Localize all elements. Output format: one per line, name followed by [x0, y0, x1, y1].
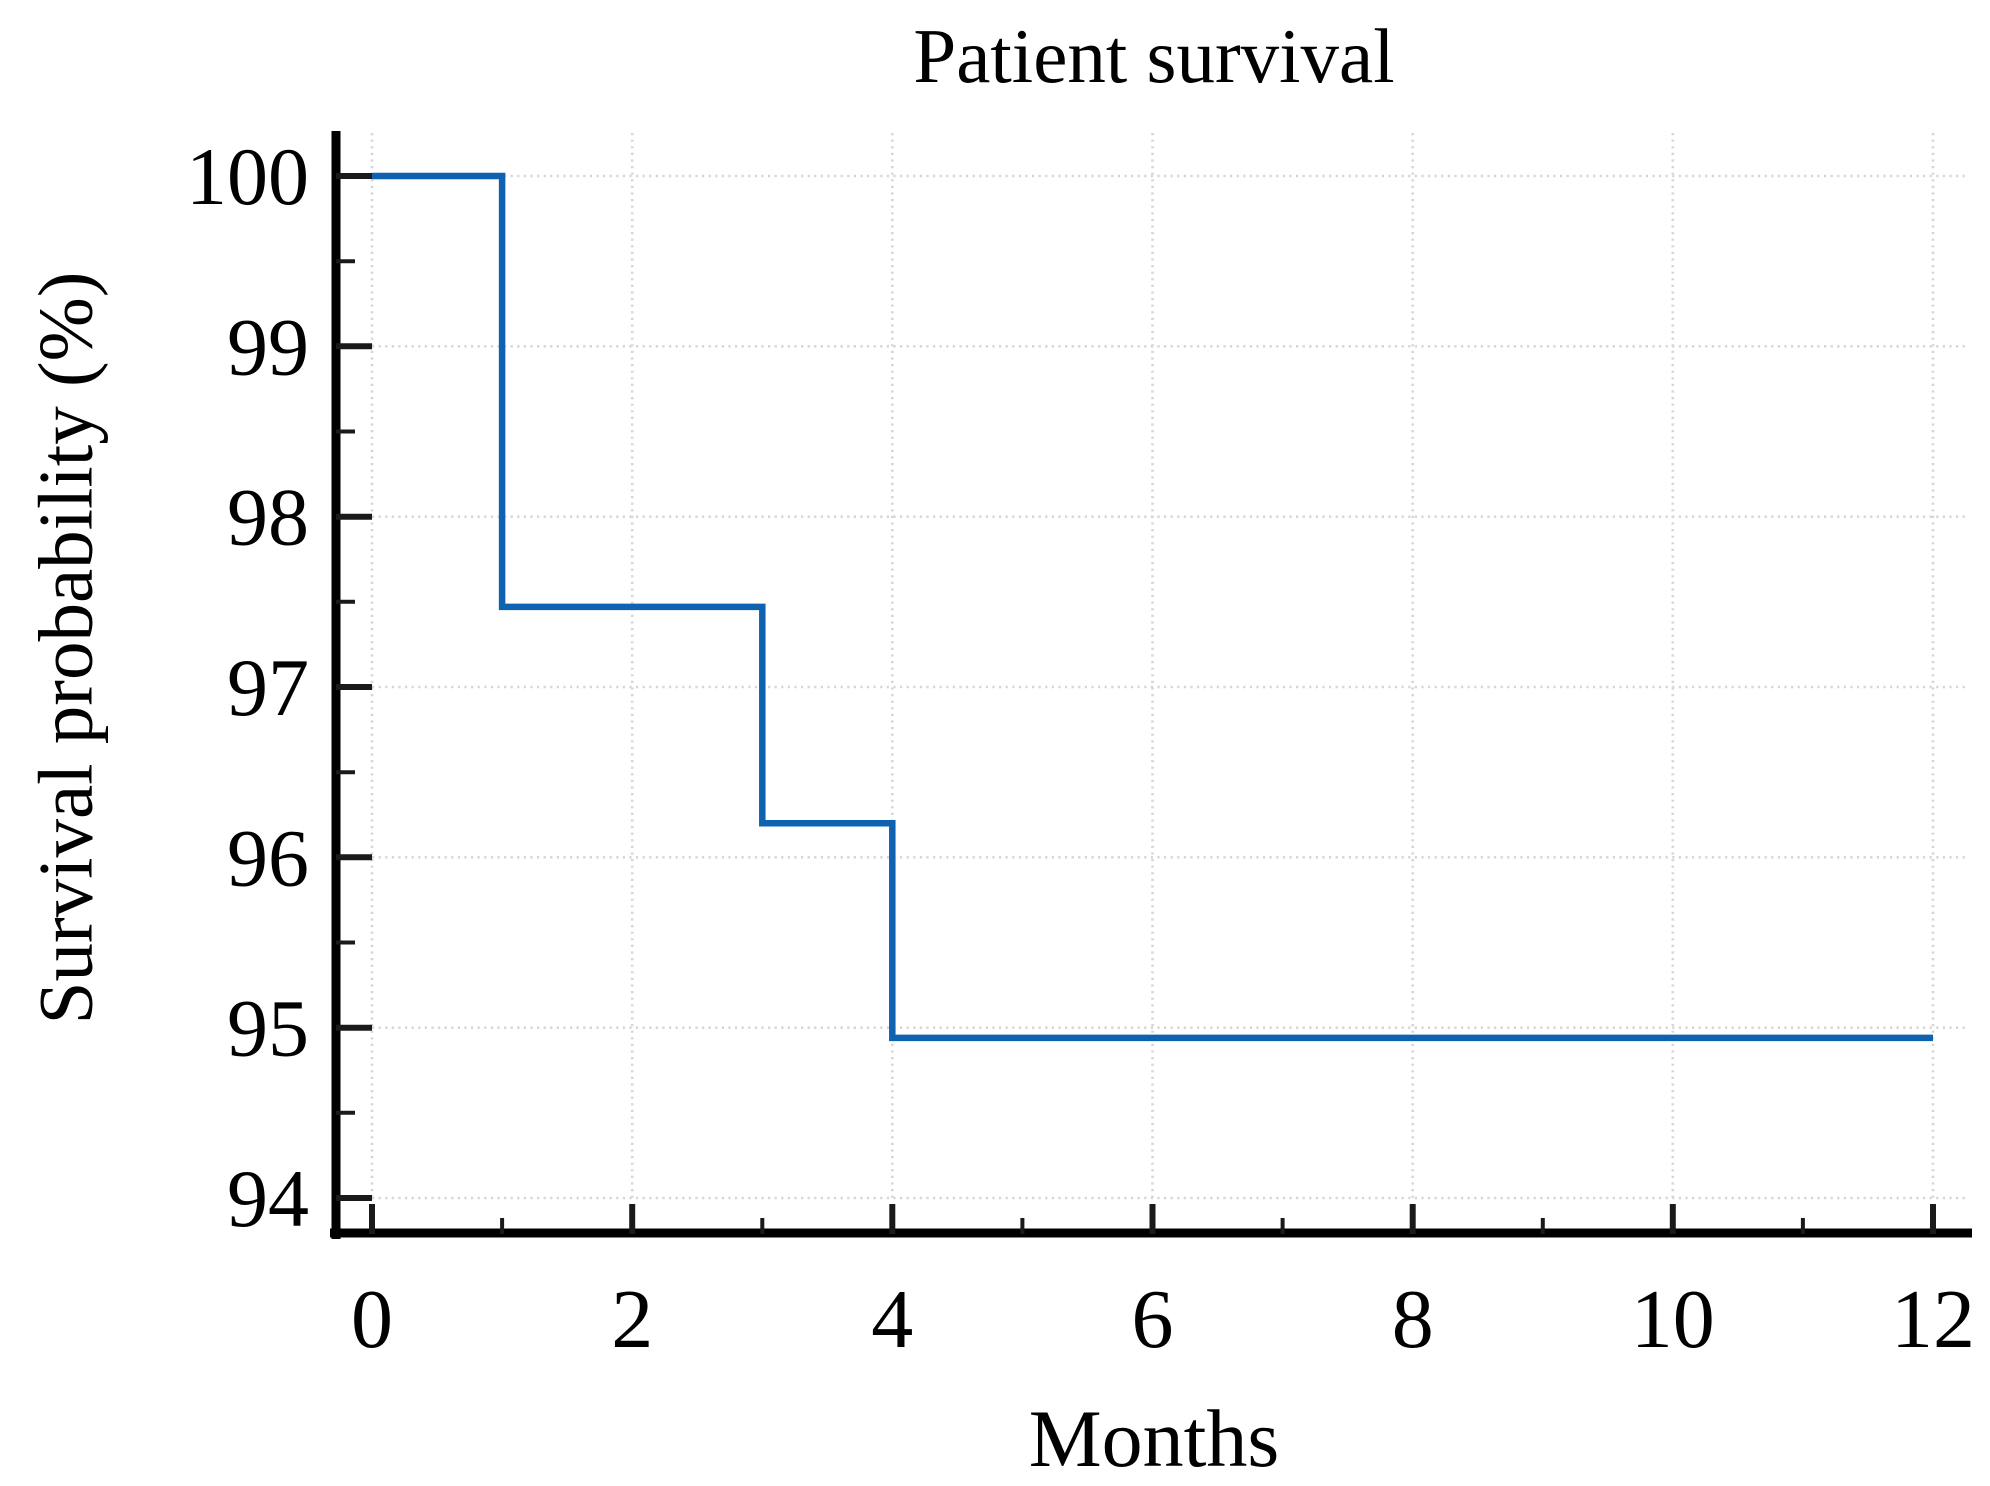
x-axis-title: Months [1028, 1393, 1280, 1484]
survival-curve [372, 172, 1933, 1042]
x-tick-label: 4 [871, 1273, 913, 1366]
y-axis-title: Survival probability (%) [22, 271, 109, 1025]
y-tick-label: 94 [227, 1153, 309, 1244]
y-tick-label: 96 [227, 812, 309, 903]
y-tick-label: 97 [227, 642, 309, 733]
y-tick-label: 95 [227, 983, 309, 1074]
x-tick-label: 12 [1891, 1273, 1975, 1366]
x-tick-label: 0 [351, 1273, 393, 1366]
x-tick-label: 10 [1631, 1273, 1715, 1366]
y-tick-label: 99 [227, 301, 309, 392]
chart-title: Patient survival [913, 13, 1395, 99]
y-tick-label: 98 [227, 472, 309, 563]
y-tick-label: 100 [186, 131, 309, 222]
x-tick-label: 2 [611, 1273, 653, 1366]
x-tick-label: 6 [1132, 1273, 1174, 1366]
x-tick-label: 8 [1392, 1273, 1434, 1366]
